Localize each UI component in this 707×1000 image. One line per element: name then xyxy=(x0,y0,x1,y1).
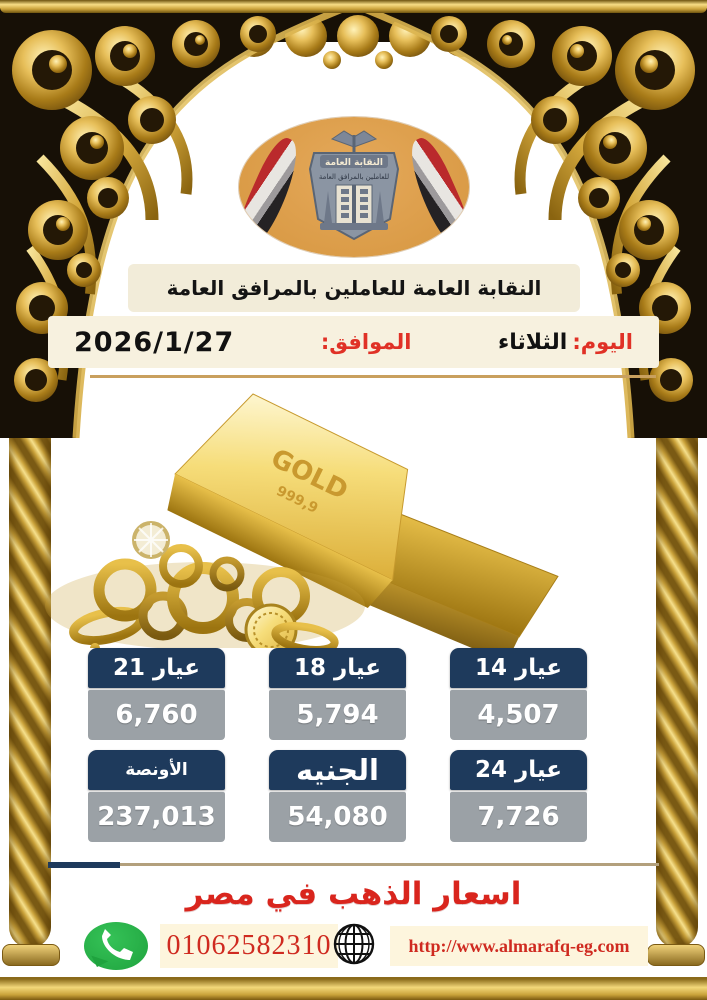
card-header: الأونصة xyxy=(88,750,225,790)
card-header: الجنيه xyxy=(269,750,406,790)
gold-divider-line xyxy=(90,375,656,378)
top-frame-bar xyxy=(0,0,707,13)
card-value: 4,507 xyxy=(450,690,587,740)
card-value: 6,760 xyxy=(88,690,225,740)
whatsapp-icon xyxy=(84,922,148,970)
gold-ingot-front: GOLD 999,9 xyxy=(167,393,409,608)
card-header: عيار 21 xyxy=(88,648,225,688)
card-label: الجنيه xyxy=(296,753,379,787)
ornate-gold-frame xyxy=(0,8,707,438)
footer-divider xyxy=(48,862,659,868)
emblem-building xyxy=(320,184,388,230)
day-label: اليوم: xyxy=(572,329,633,354)
price-cards: عيار 21 6,760 عيار 18 5,794 عيار 14 4,50… xyxy=(88,648,587,842)
card-label: عيار 18 xyxy=(294,655,381,681)
bottom-frame-bar xyxy=(0,977,707,1000)
price-card-pound: الجنيه 54,080 xyxy=(269,750,406,842)
divider-navy-segment xyxy=(48,862,120,868)
contact-row: 01062582310 http://www.almarafq-eg.com xyxy=(0,916,707,978)
price-card-karat-14: عيار 14 4,507 xyxy=(450,648,587,740)
rope-base-left xyxy=(2,944,60,966)
website-url: http://www.almarafq-eg.com xyxy=(390,926,648,966)
price-card-karat-24: عيار 24 7,726 xyxy=(450,750,587,842)
card-value: 237,013 xyxy=(88,792,225,842)
card-header: عيار 18 xyxy=(269,648,406,688)
emblem-text-line1: النقابة العامة xyxy=(325,158,383,168)
jewelry-pile xyxy=(45,521,365,648)
price-card-karat-18: عيار 18 5,794 xyxy=(269,648,406,740)
union-emblem: النقابة العامة للعاملين بالمرافق العامة xyxy=(308,130,400,241)
card-value: 7,726 xyxy=(450,792,587,842)
card-value: 54,080 xyxy=(269,792,406,842)
price-card-karat-21: عيار 21 6,760 xyxy=(88,648,225,740)
poster-title: اسعار الذهب في مصر xyxy=(185,876,522,912)
gold-bars-image: GOLD 999,9 xyxy=(45,393,559,648)
day-value: الثلاثاء xyxy=(498,329,568,355)
card-label: عيار 21 xyxy=(113,655,200,681)
divider-tan-segment xyxy=(120,863,659,866)
date-band: اليوم: الثلاثاء الموافق: 2026/1/27 xyxy=(48,316,659,368)
card-label: الأونصة xyxy=(125,760,188,780)
union-logo: النقابة العامة للعاملين بالمرافق العامة xyxy=(239,117,469,257)
globe-icon xyxy=(330,920,378,972)
price-card-ounce: الأونصة 237,013 xyxy=(88,750,225,842)
org-name-band: النقابة العامة للعاملين بالمرافق العامة xyxy=(128,264,580,312)
card-value: 5,794 xyxy=(269,690,406,740)
emblem-text-line2: للعاملين بالمرافق العامة xyxy=(319,173,389,181)
card-label: عيار 24 xyxy=(475,757,562,783)
twisted-rope-column-right xyxy=(656,338,698,948)
corresponding-label: الموافق: xyxy=(320,330,412,354)
day-group: اليوم: الثلاثاء xyxy=(498,330,633,355)
twisted-rope-column-left xyxy=(9,338,51,948)
card-header: عيار 24 xyxy=(450,750,587,790)
card-label: عيار 14 xyxy=(475,655,562,681)
org-name: النقابة العامة للعاملين بالمرافق العامة xyxy=(166,276,542,300)
phone-number: 01062582310 xyxy=(160,924,338,968)
date-value: 2026/1/27 xyxy=(74,326,235,358)
card-header: عيار 14 xyxy=(450,648,587,688)
